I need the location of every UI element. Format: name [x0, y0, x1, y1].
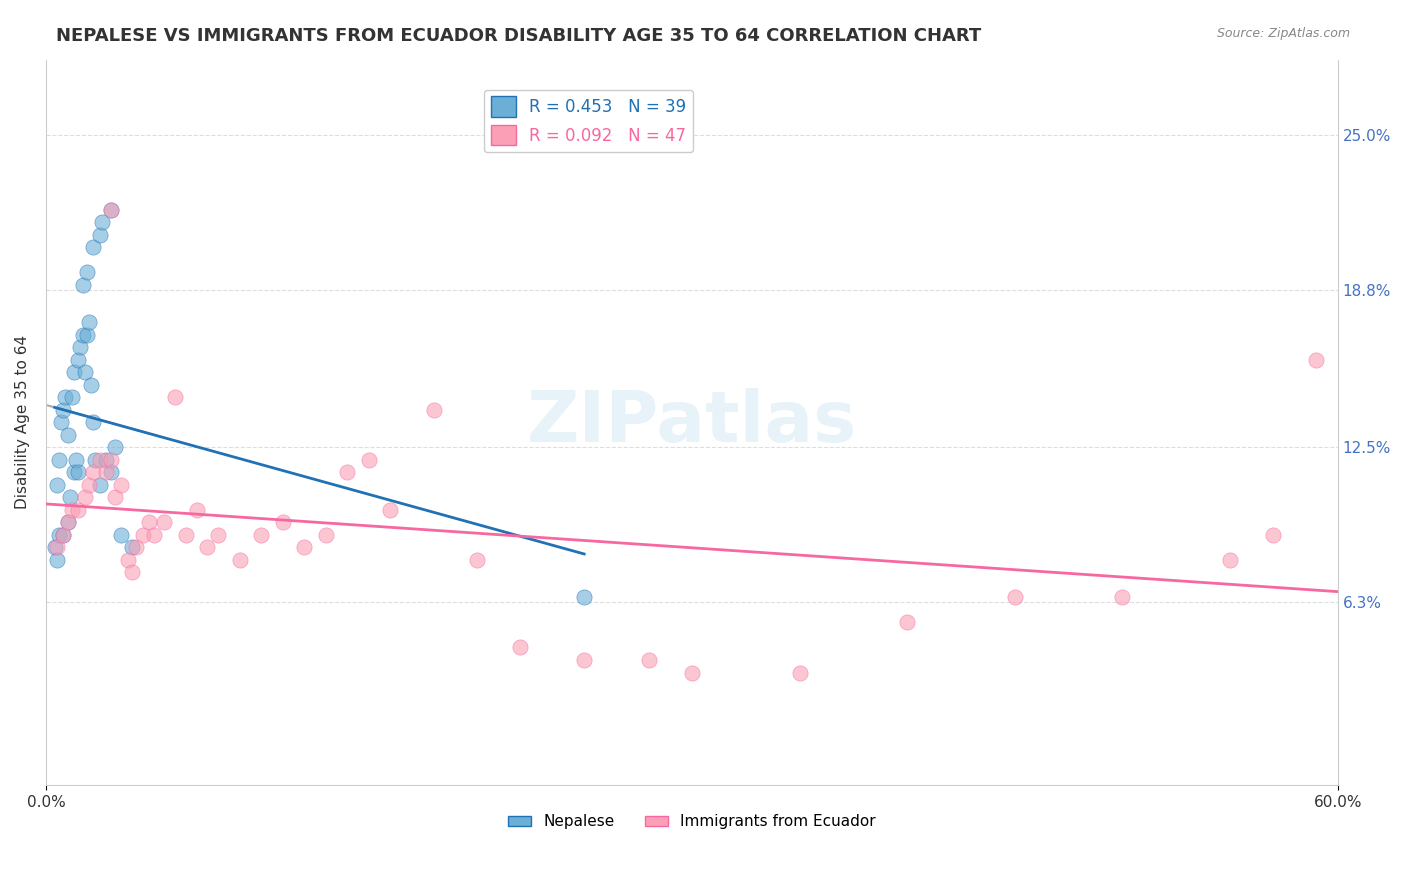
- Nepalese: [76, 265, 98, 279]
- Nepalese: [100, 202, 122, 217]
- Nepalese: [121, 541, 143, 555]
- Immigrants from Ecuador: [1004, 591, 1026, 605]
- Immigrants from Ecuador: [380, 503, 402, 517]
- Nepalese: [89, 478, 111, 492]
- Immigrants from Ecuador: [465, 553, 488, 567]
- Immigrants from Ecuador: [186, 503, 208, 517]
- Nepalese: [56, 516, 79, 530]
- Immigrants from Ecuador: [509, 640, 531, 655]
- Immigrants from Ecuador: [422, 402, 444, 417]
- Nepalese: [48, 528, 70, 542]
- Nepalese: [76, 327, 98, 342]
- Nepalese: [67, 352, 90, 367]
- Nepalese: [63, 466, 86, 480]
- Immigrants from Ecuador: [138, 516, 160, 530]
- Immigrants from Ecuador: [153, 516, 176, 530]
- Immigrants from Ecuador: [637, 653, 659, 667]
- Nepalese: [82, 240, 104, 254]
- Legend: Nepalese, Immigrants from Ecuador: Nepalese, Immigrants from Ecuador: [502, 808, 882, 836]
- Nepalese: [56, 428, 79, 442]
- Immigrants from Ecuador: [250, 528, 273, 542]
- Immigrants from Ecuador: [165, 390, 187, 404]
- Immigrants from Ecuador: [896, 615, 918, 630]
- Immigrants from Ecuador: [82, 466, 104, 480]
- Immigrants from Ecuador: [52, 528, 75, 542]
- Immigrants from Ecuador: [207, 528, 229, 542]
- Immigrants from Ecuador: [315, 528, 337, 542]
- Immigrants from Ecuador: [56, 516, 79, 530]
- Nepalese: [48, 453, 70, 467]
- Immigrants from Ecuador: [100, 202, 122, 217]
- Immigrants from Ecuador: [125, 541, 148, 555]
- Nepalese: [52, 528, 75, 542]
- Text: ZIPatlas: ZIPatlas: [527, 388, 856, 457]
- Nepalese: [49, 415, 72, 429]
- Nepalese: [69, 340, 91, 354]
- Immigrants from Ecuador: [132, 528, 155, 542]
- Immigrants from Ecuador: [100, 453, 122, 467]
- Nepalese: [52, 402, 75, 417]
- Immigrants from Ecuador: [96, 466, 118, 480]
- Immigrants from Ecuador: [574, 653, 596, 667]
- Immigrants from Ecuador: [67, 503, 90, 517]
- Immigrants from Ecuador: [271, 516, 294, 530]
- Nepalese: [73, 365, 96, 379]
- Nepalese: [110, 528, 132, 542]
- Immigrants from Ecuador: [1305, 352, 1327, 367]
- Immigrants from Ecuador: [197, 541, 219, 555]
- Nepalese: [45, 478, 67, 492]
- Nepalese: [60, 390, 83, 404]
- Immigrants from Ecuador: [1111, 591, 1133, 605]
- Immigrants from Ecuador: [292, 541, 315, 555]
- Immigrants from Ecuador: [1263, 528, 1285, 542]
- Immigrants from Ecuador: [229, 553, 252, 567]
- Immigrants from Ecuador: [77, 478, 100, 492]
- Immigrants from Ecuador: [357, 453, 380, 467]
- Nepalese: [82, 415, 104, 429]
- Nepalese: [104, 441, 127, 455]
- Nepalese: [80, 377, 103, 392]
- Nepalese: [63, 365, 86, 379]
- Nepalese: [72, 327, 94, 342]
- Immigrants from Ecuador: [336, 466, 359, 480]
- Immigrants from Ecuador: [142, 528, 165, 542]
- Nepalese: [96, 453, 118, 467]
- Immigrants from Ecuador: [89, 453, 111, 467]
- Nepalese: [89, 227, 111, 242]
- Nepalese: [84, 453, 107, 467]
- Immigrants from Ecuador: [1219, 553, 1241, 567]
- Y-axis label: Disability Age 35 to 64: Disability Age 35 to 64: [15, 335, 30, 509]
- Immigrants from Ecuador: [104, 491, 127, 505]
- Nepalese: [59, 491, 82, 505]
- Nepalese: [65, 453, 87, 467]
- Immigrants from Ecuador: [45, 541, 67, 555]
- Immigrants from Ecuador: [174, 528, 197, 542]
- Immigrants from Ecuador: [121, 566, 143, 580]
- Immigrants from Ecuador: [789, 665, 811, 680]
- Immigrants from Ecuador: [110, 478, 132, 492]
- Nepalese: [53, 390, 76, 404]
- Nepalese: [91, 215, 114, 229]
- Nepalese: [77, 315, 100, 329]
- Immigrants from Ecuador: [681, 665, 703, 680]
- Immigrants from Ecuador: [60, 503, 83, 517]
- Immigrants from Ecuador: [73, 491, 96, 505]
- Immigrants from Ecuador: [117, 553, 139, 567]
- Nepalese: [44, 541, 66, 555]
- Nepalese: [100, 466, 122, 480]
- Text: NEPALESE VS IMMIGRANTS FROM ECUADOR DISABILITY AGE 35 TO 64 CORRELATION CHART: NEPALESE VS IMMIGRANTS FROM ECUADOR DISA…: [56, 27, 981, 45]
- Nepalese: [67, 466, 90, 480]
- Nepalese: [72, 277, 94, 292]
- Nepalese: [574, 591, 596, 605]
- Nepalese: [45, 553, 67, 567]
- Text: Source: ZipAtlas.com: Source: ZipAtlas.com: [1216, 27, 1350, 40]
